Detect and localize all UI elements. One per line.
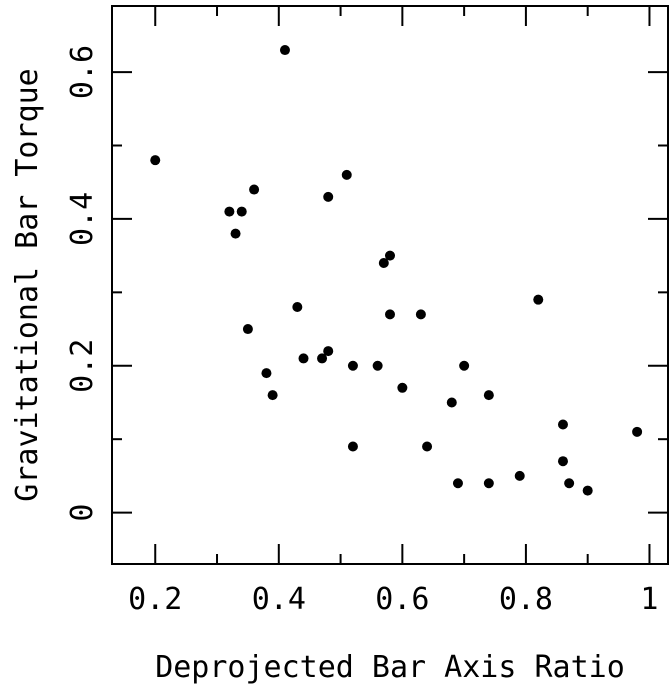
x-tick-label: 0.6 [375,582,429,617]
y-axis-title: Gravitational Bar Torque [10,68,45,501]
data-point [385,309,395,320]
data-point [323,191,334,202]
axis-ticks [112,6,668,564]
data-point [582,485,593,496]
data-point [514,470,525,481]
data-point [564,478,575,489]
data-point [378,257,389,268]
y-tick-label: 0.2 [65,339,100,393]
data-point [249,184,260,195]
data-points [150,45,643,496]
data-point [347,441,358,452]
data-point [279,45,290,56]
plot-frame [111,5,669,565]
data-point [267,390,278,401]
y-tick-label: 0 [65,504,100,522]
tick-labels: 0.2 0.4 0.6 0.8 1 0 0.2 0.4 0.6 [65,45,658,617]
data-point [230,228,241,239]
data-point [397,382,408,393]
data-point [224,206,235,217]
data-point [372,360,383,371]
x-axis-title: Deprojected Bar Axis Ratio [155,650,625,685]
data-point [261,368,272,379]
y-tick-label: 0.4 [65,192,100,246]
x-tick-label: 1 [640,582,658,617]
data-point [557,456,568,467]
data-point [150,155,161,166]
data-point [452,478,463,489]
data-point [415,309,426,320]
data-point [298,353,309,364]
data-point [347,360,358,371]
data-point [292,302,303,313]
data-point [422,441,433,452]
x-tick-label: 0.4 [252,582,306,617]
data-point [533,294,544,305]
data-point [632,426,643,437]
data-point [483,390,494,401]
data-point [557,419,568,430]
data-point [323,346,334,357]
data-point [385,250,395,261]
x-tick-label: 0.8 [499,582,553,617]
data-point [459,360,470,371]
data-point [446,397,457,408]
data-point [317,353,328,364]
data-point [242,324,253,335]
data-point [236,206,247,217]
data-point [483,478,494,489]
x-tick-label: 0.2 [128,582,182,617]
data-point [341,169,352,180]
y-tick-label: 0.6 [65,45,100,99]
